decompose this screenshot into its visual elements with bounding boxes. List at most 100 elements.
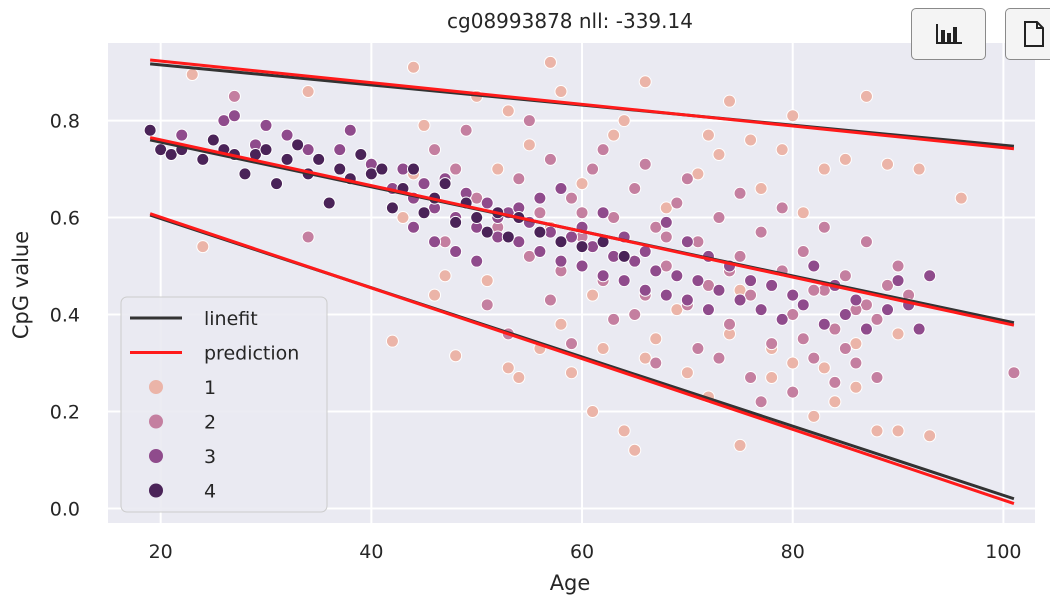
- data-point-group-2: [565, 191, 578, 205]
- data-point-group-2: [522, 114, 536, 128]
- data-point-group-3: [659, 288, 673, 302]
- data-point-group-3: [807, 259, 821, 273]
- data-point-group-3: [659, 215, 673, 229]
- data-point-group-3: [712, 283, 726, 297]
- bar-chart-icon: [935, 24, 962, 44]
- legend-label: 4: [204, 481, 216, 503]
- data-point-group-1: [586, 288, 600, 302]
- x-axis-label: Age: [550, 571, 591, 595]
- data-point-group-2: [649, 220, 663, 234]
- data-point-group-1: [438, 269, 452, 283]
- legend-swatch-1: [149, 380, 163, 394]
- data-point-group-4: [617, 249, 631, 263]
- data-point-group-4: [575, 240, 589, 254]
- data-point-group-2: [859, 298, 873, 312]
- data-point-group-3: [470, 254, 484, 268]
- data-point-group-1: [385, 334, 399, 348]
- data-point-group-2: [533, 206, 547, 220]
- data-point-group-3: [512, 235, 526, 249]
- data-point-group-1: [396, 211, 410, 225]
- data-point-group-4: [480, 225, 494, 239]
- data-point-group-2: [691, 341, 705, 355]
- data-point-group-3: [649, 264, 663, 278]
- data-point-group-1: [554, 84, 568, 98]
- data-point-group-3: [786, 288, 800, 302]
- prediction-line: [149, 212, 1015, 506]
- data-point-group-1: [817, 361, 831, 375]
- data-point-group-3: [280, 128, 294, 142]
- data-point-group-2: [449, 162, 463, 176]
- legend-label: prediction: [204, 343, 299, 365]
- data-point-group-3: [554, 181, 568, 195]
- data-point-group-4: [196, 152, 210, 166]
- data-point-group-3: [596, 269, 610, 283]
- data-point-group-2: [575, 206, 589, 220]
- data-point-group-2: [428, 143, 442, 157]
- data-point-group-4: [206, 133, 220, 147]
- data-point-group-4: [438, 177, 452, 191]
- x-tick-label: 60: [570, 541, 594, 563]
- data-point-group-4: [385, 201, 399, 215]
- legend-label: 2: [204, 412, 216, 434]
- data-point-group-3: [754, 303, 768, 317]
- data-point-group-3: [565, 230, 578, 244]
- legend-label: 1: [204, 377, 216, 399]
- data-point-group-3: [765, 278, 779, 292]
- data-point-group-1: [659, 201, 673, 215]
- data-point-group-2: [786, 385, 800, 399]
- data-point-group-3: [891, 274, 905, 288]
- data-point-group-2: [607, 211, 621, 225]
- data-point-group-2: [838, 341, 852, 355]
- data-point-group-3: [259, 118, 273, 132]
- data-point-group-3: [838, 308, 852, 322]
- data-point-group-1: [701, 128, 715, 142]
- data-point-group-2: [796, 244, 810, 258]
- data-point-group-2: [733, 249, 747, 263]
- data-point-group-2: [701, 278, 715, 292]
- legend-swatch-2: [149, 414, 163, 429]
- data-point-group-1: [733, 438, 747, 452]
- data-point-group-2: [480, 298, 494, 312]
- data-point-group-1: [607, 128, 621, 142]
- data-point-group-2: [522, 249, 536, 263]
- legend-label: 3: [204, 446, 216, 468]
- data-point-group-1: [923, 429, 937, 443]
- data-point-group-1: [638, 75, 652, 89]
- data-point-group-1: [849, 380, 863, 394]
- data-point-group-3: [817, 317, 831, 331]
- data-point-group-1: [786, 109, 800, 123]
- bar-chart-button[interactable]: [911, 8, 986, 60]
- data-point-group-1: [881, 157, 895, 171]
- data-point-group-2: [512, 172, 526, 186]
- data-point-group-3: [881, 303, 895, 317]
- prediction-line: [149, 58, 1015, 151]
- data-point-group-3: [301, 143, 315, 157]
- data-point-group-3: [480, 196, 494, 210]
- data-point-group-2: [807, 283, 821, 297]
- data-point-group-1: [859, 89, 873, 103]
- data-point-group-1: [185, 68, 199, 82]
- data-point-group-1: [617, 114, 631, 128]
- data-point-group-1: [565, 366, 578, 380]
- data-point-group-1: [575, 177, 589, 191]
- data-points: [143, 55, 1021, 457]
- data-point-group-1: [775, 143, 789, 157]
- data-point-group-2: [543, 293, 557, 307]
- data-point-group-4: [470, 211, 484, 225]
- data-point-group-3: [859, 322, 873, 336]
- data-point-group-4: [238, 167, 252, 181]
- data-point-group-3: [554, 254, 568, 268]
- y-axis-label: CpG value: [9, 231, 33, 339]
- document-button[interactable]: [1005, 8, 1050, 60]
- data-point-group-2: [607, 312, 621, 326]
- data-point-group-2: [723, 317, 737, 331]
- legend-swatch-3: [149, 449, 163, 463]
- data-point-group-1: [807, 409, 821, 423]
- data-point-group-1: [491, 162, 505, 176]
- fit-lines: [149, 58, 1015, 506]
- data-point-group-3: [670, 269, 684, 283]
- data-point-group-2: [786, 308, 800, 322]
- data-point-group-3: [406, 220, 420, 234]
- data-point-group-1: [480, 274, 494, 288]
- data-point-group-4: [280, 152, 294, 166]
